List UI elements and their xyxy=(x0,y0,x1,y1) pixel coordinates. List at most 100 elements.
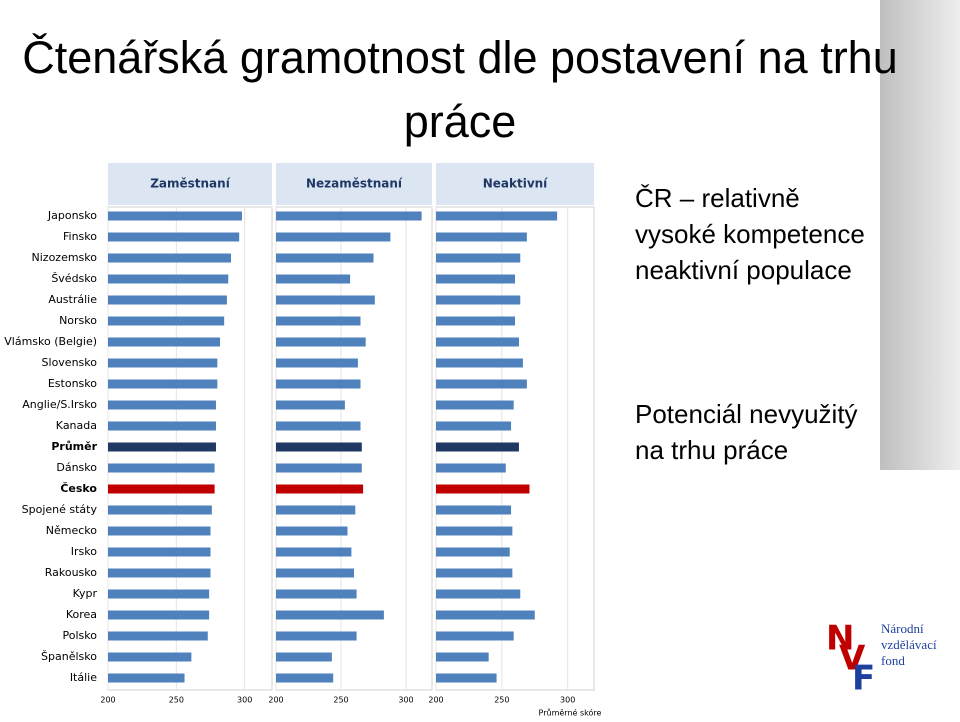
bar xyxy=(276,211,422,221)
bar xyxy=(436,358,523,368)
bar xyxy=(276,400,345,410)
x-axis-label: Průměrné skóre xyxy=(539,708,602,718)
y-tick-label: Španělsko xyxy=(41,650,97,663)
bar xyxy=(276,589,357,599)
bar xyxy=(436,295,521,305)
bar xyxy=(276,610,384,620)
bar xyxy=(436,442,519,452)
y-tick-label: Slovensko xyxy=(42,356,98,369)
y-tick-label: Česko xyxy=(60,482,97,495)
bar xyxy=(436,253,521,263)
y-tick-label: Itálie xyxy=(70,671,97,684)
bar xyxy=(436,274,515,284)
bar xyxy=(108,232,240,242)
y-tick-label: Austrálie xyxy=(48,293,97,306)
logo-letter: F xyxy=(852,659,875,699)
x-tick-label: 250 xyxy=(169,696,184,705)
y-tick-label: Japonsko xyxy=(47,209,97,222)
y-tick-label: Kypr xyxy=(73,587,98,600)
note: Potenciál nevyužitý na trhu práce xyxy=(635,399,858,465)
bar xyxy=(436,316,515,326)
bar xyxy=(436,379,527,389)
bar xyxy=(276,463,362,473)
bar xyxy=(108,274,229,284)
logo-text: vzdělávací xyxy=(881,637,937,652)
y-tick-label: Německo xyxy=(46,524,98,537)
bar xyxy=(108,610,210,620)
logo-letter: N xyxy=(826,619,854,659)
x-tick-label: 300 xyxy=(560,696,575,705)
x-tick-label: 300 xyxy=(398,696,413,705)
bar xyxy=(276,631,357,641)
bar xyxy=(436,547,510,557)
x-tick-label: 250 xyxy=(333,696,348,705)
y-tick-label: Kanada xyxy=(56,419,97,432)
bar xyxy=(108,652,192,662)
y-tick-label: Finsko xyxy=(63,230,97,243)
bar xyxy=(436,673,497,683)
y-tick-label: Švédsko xyxy=(51,272,97,285)
bar xyxy=(108,547,211,557)
bar xyxy=(108,295,227,305)
x-tick-label: 300 xyxy=(237,696,252,705)
bar xyxy=(276,442,362,452)
bar xyxy=(276,526,348,536)
panel-header xyxy=(436,163,594,205)
bar xyxy=(108,505,212,515)
bar xyxy=(108,631,208,641)
bar xyxy=(436,211,558,221)
x-tick-label: 200 xyxy=(100,696,115,705)
bar xyxy=(276,652,332,662)
logo-letter: V xyxy=(839,639,866,679)
bar xyxy=(276,379,361,389)
y-tick-label: Dánsko xyxy=(56,461,97,474)
bar xyxy=(276,253,374,263)
bar xyxy=(276,232,391,242)
bar xyxy=(108,526,211,536)
y-tick-label: Anglie/S.Irsko xyxy=(22,398,97,411)
bar xyxy=(436,652,489,662)
bar xyxy=(108,673,185,683)
bar xyxy=(436,421,512,431)
bar xyxy=(436,589,521,599)
y-tick-label: Vlámsko (Belgie) xyxy=(4,335,97,348)
bar xyxy=(108,442,216,452)
legend-entry: Zaměstnaní xyxy=(150,177,231,191)
y-tick-label: Polsko xyxy=(63,629,98,642)
bar xyxy=(436,505,512,515)
panel-header xyxy=(276,163,432,205)
logo-text: fond xyxy=(881,653,905,668)
x-tick-label: 200 xyxy=(428,696,443,705)
bar xyxy=(436,568,513,578)
bar xyxy=(436,463,506,473)
bar xyxy=(276,337,366,347)
bar xyxy=(436,610,535,620)
bar xyxy=(276,274,351,284)
y-tick-label: Norsko xyxy=(59,314,97,327)
y-tick-label: Korea xyxy=(66,608,97,621)
legend-entry: Neaktivní xyxy=(483,177,548,191)
y-tick-label: Nizozemsko xyxy=(32,251,98,264)
panel-header xyxy=(108,163,272,205)
bar xyxy=(436,484,530,494)
bar xyxy=(276,505,356,515)
bar xyxy=(276,484,364,494)
bar xyxy=(108,568,211,578)
x-tick-label: 200 xyxy=(268,696,283,705)
bar xyxy=(108,253,231,263)
slide-title: Čtenářská gramotnost dle postavení na tr… xyxy=(22,32,898,147)
bar xyxy=(276,547,352,557)
y-tick-label: Irsko xyxy=(71,545,97,558)
bar xyxy=(108,337,221,347)
bar xyxy=(108,484,215,494)
bar xyxy=(436,232,527,242)
bar xyxy=(108,421,216,431)
logo-text: Národní xyxy=(881,621,924,636)
bar xyxy=(276,421,361,431)
bar xyxy=(276,568,354,578)
bar xyxy=(436,631,514,641)
y-tick-label: Estonsko xyxy=(48,377,97,390)
bar xyxy=(108,211,242,221)
